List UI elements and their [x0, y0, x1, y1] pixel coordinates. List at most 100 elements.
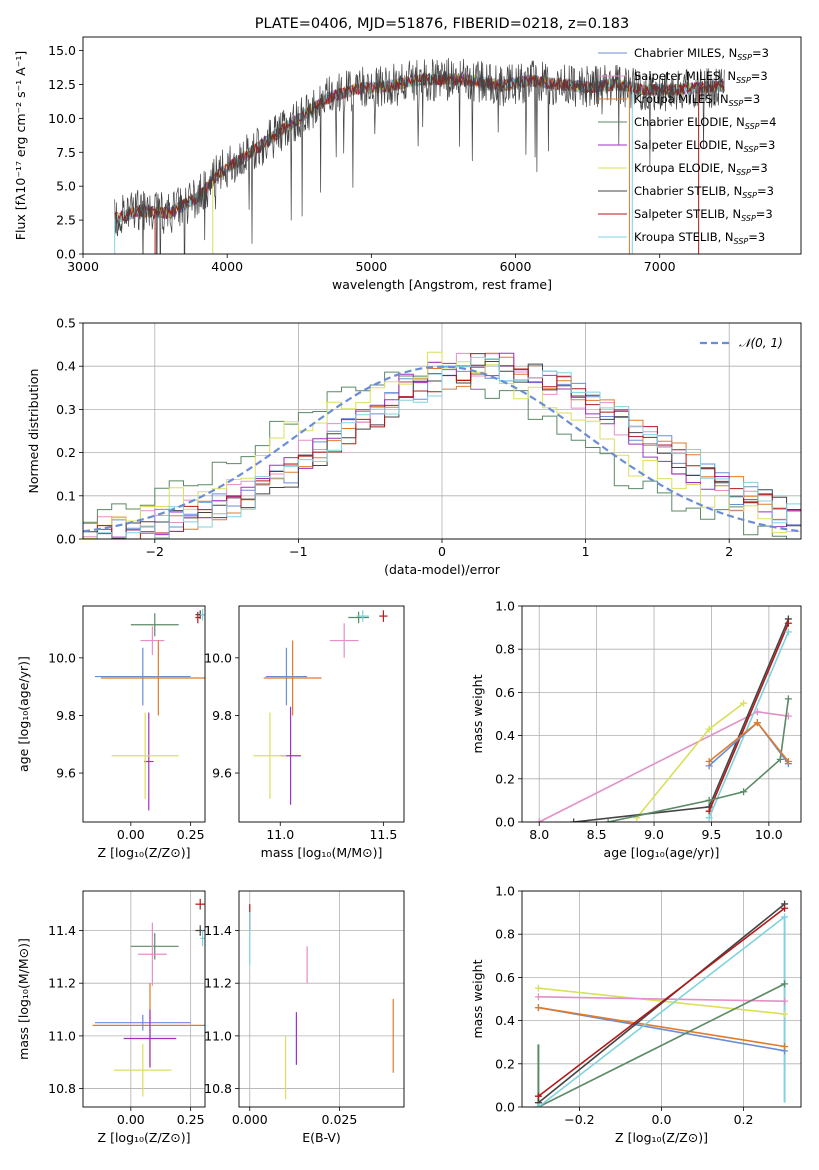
legend-entry: Kroupa STELIB, NSSP=3: [634, 230, 765, 246]
x-tick-label: 1: [582, 544, 590, 559]
errorbar-panel-2: 0.00 0.25 9.6 9.8 10.0 Z [log₁₀(Z/Z⊙)] age [lo…: [16, 605, 206, 860]
massweight-panel-7: −0.2 0.0 0.2 0.0 0.2 0.4 0.6 0.8 1.0 Z [log₁₀(Z/Z…: [470, 884, 802, 1145]
x-axis-label: (data-model)/error: [384, 562, 501, 577]
x-tick-label: 7000: [644, 259, 676, 274]
y-tick-label: 1.0: [495, 599, 515, 614]
legend-entry: Kroupa MILES, NSSP=3: [634, 92, 760, 108]
y-tick-label: 0.5: [56, 316, 76, 331]
errorbar-panel-3: 11.0 11.5 9.6 9.8 10.0 mass [log₁₀(M/M⊙)]: [204, 605, 405, 860]
legend-entry: Salpeter STELIB, NSSP=3: [634, 207, 773, 223]
x-axis-label: Z [log₁₀(Z/Z⊙)]: [98, 845, 191, 860]
y-tick-label: 0.6: [495, 970, 515, 985]
errorbar-point: [130, 613, 179, 637]
x-tick-label: 0.000: [232, 1112, 268, 1127]
weight-marker: [784, 619, 792, 627]
histogram-8: [83, 356, 801, 539]
weight-series-4: [538, 983, 785, 1107]
axes-frame: [82, 36, 802, 255]
weight-marker: [705, 814, 713, 822]
errorbar-point: [130, 933, 179, 960]
errorbar-point: [200, 930, 205, 947]
weight-marker: [784, 695, 792, 703]
weight-marker: [784, 628, 792, 636]
x-tick-label: 11.0: [266, 827, 294, 842]
y-tick-label: 0.8: [495, 642, 515, 657]
x-tick-label: 9.0: [644, 827, 664, 842]
weight-marker: [705, 758, 713, 766]
weight-marker: [604, 818, 612, 822]
x-axis-label: age [log₁₀(age/yr)]: [604, 845, 720, 860]
weight-series-4: [708, 631, 790, 819]
weight-series-6: [537, 907, 786, 1097]
y-tick-label: 9.8: [212, 708, 232, 723]
axes-frame: [82, 322, 802, 540]
y-axis-label: Flux [fλ10⁻¹⁷ erg cm⁻² s⁻¹ A⁻¹]: [13, 51, 28, 240]
x-tick-label: 0.00: [117, 827, 145, 842]
y-tick-label: 0.4: [495, 1013, 515, 1028]
y-tick-label: 5.0: [56, 179, 76, 194]
weight-marker: [781, 904, 789, 912]
y-tick-label: 10.8: [204, 1081, 232, 1096]
errorbar-point: [253, 712, 287, 799]
massweight-lines: [534, 900, 789, 1107]
weight-marker: [534, 1004, 542, 1012]
x-tick-label: 0.25: [177, 1112, 205, 1127]
y-tick-label: 11.4: [204, 923, 232, 938]
errorbar-point: [200, 608, 205, 621]
weight-marker: [705, 725, 713, 733]
y-axis-label: mass weight: [470, 674, 485, 753]
axes-frame: [521, 890, 802, 1108]
y-tick-label: 0.0: [495, 815, 515, 830]
errorbar-point: [263, 640, 322, 716]
weight-marker: [753, 719, 761, 727]
weight-marker: [781, 980, 789, 988]
x-tick-label: −1: [289, 544, 307, 559]
x-tick-label: 2: [725, 544, 733, 559]
weight-marker: [534, 1103, 542, 1107]
axes-frame: [238, 605, 405, 823]
y-tick-label: 10.0: [204, 650, 232, 665]
errorbar-point: [123, 1009, 177, 1068]
y-tick-label: 1.0: [495, 884, 515, 899]
x-axis-label: Z [log₁₀(Z/Z⊙)]: [98, 1130, 191, 1145]
errorbar-point: [195, 898, 205, 910]
axes-frame: [82, 890, 206, 1108]
errorbar-point: [379, 610, 388, 622]
errorbars: [92, 898, 205, 1097]
weight-marker: [535, 818, 543, 822]
errorbar-point: [138, 922, 167, 986]
y-tick-label: 7.5: [56, 145, 76, 160]
x-tick-label: 8.0: [529, 827, 549, 842]
axes-frame: [82, 605, 206, 823]
weight-series-5: [537, 903, 786, 1104]
x-axis-label: wavelength [Angstrom, rest frame]: [332, 277, 552, 292]
x-axis-label: Z [log₁₀(Z/Z⊙)]: [615, 1130, 708, 1145]
x-tick-label: 4000: [211, 259, 243, 274]
massweight-lines: [535, 615, 792, 822]
legend-entry: 𝒩(0, 1): [739, 336, 783, 350]
y-tick-label: 0.4: [56, 359, 76, 374]
y-tick-label: 12.5: [48, 77, 76, 92]
y-tick-label: 9.6: [56, 766, 76, 781]
weight-marker: [781, 913, 789, 921]
errorbars: [249, 904, 394, 1100]
errorbar-point: [195, 611, 201, 624]
errorbar-point: [195, 925, 205, 936]
x-tick-label: 10.0: [755, 827, 783, 842]
y-axis-label: mass [log₁₀(M/M⊙)]: [16, 938, 31, 1060]
errorbar-point: [356, 610, 369, 622]
weight-marker: [570, 818, 578, 822]
y-tick-label: 0.8: [495, 927, 515, 942]
x-axis-label: mass [log₁₀(M/M⊙)]: [261, 845, 383, 860]
weight-marker: [784, 758, 792, 766]
x-tick-label: 6000: [500, 259, 532, 274]
y-tick-label: 0.3: [56, 402, 76, 417]
weight-marker: [781, 997, 789, 1005]
weight-marker: [534, 984, 542, 992]
errorbar-point: [94, 1014, 191, 1031]
x-tick-label: −2: [146, 544, 164, 559]
errorbar-point: [348, 611, 369, 624]
weight-series-0: [538, 987, 785, 1015]
y-tick-label: 11.2: [204, 976, 232, 991]
weight-marker: [740, 699, 748, 707]
